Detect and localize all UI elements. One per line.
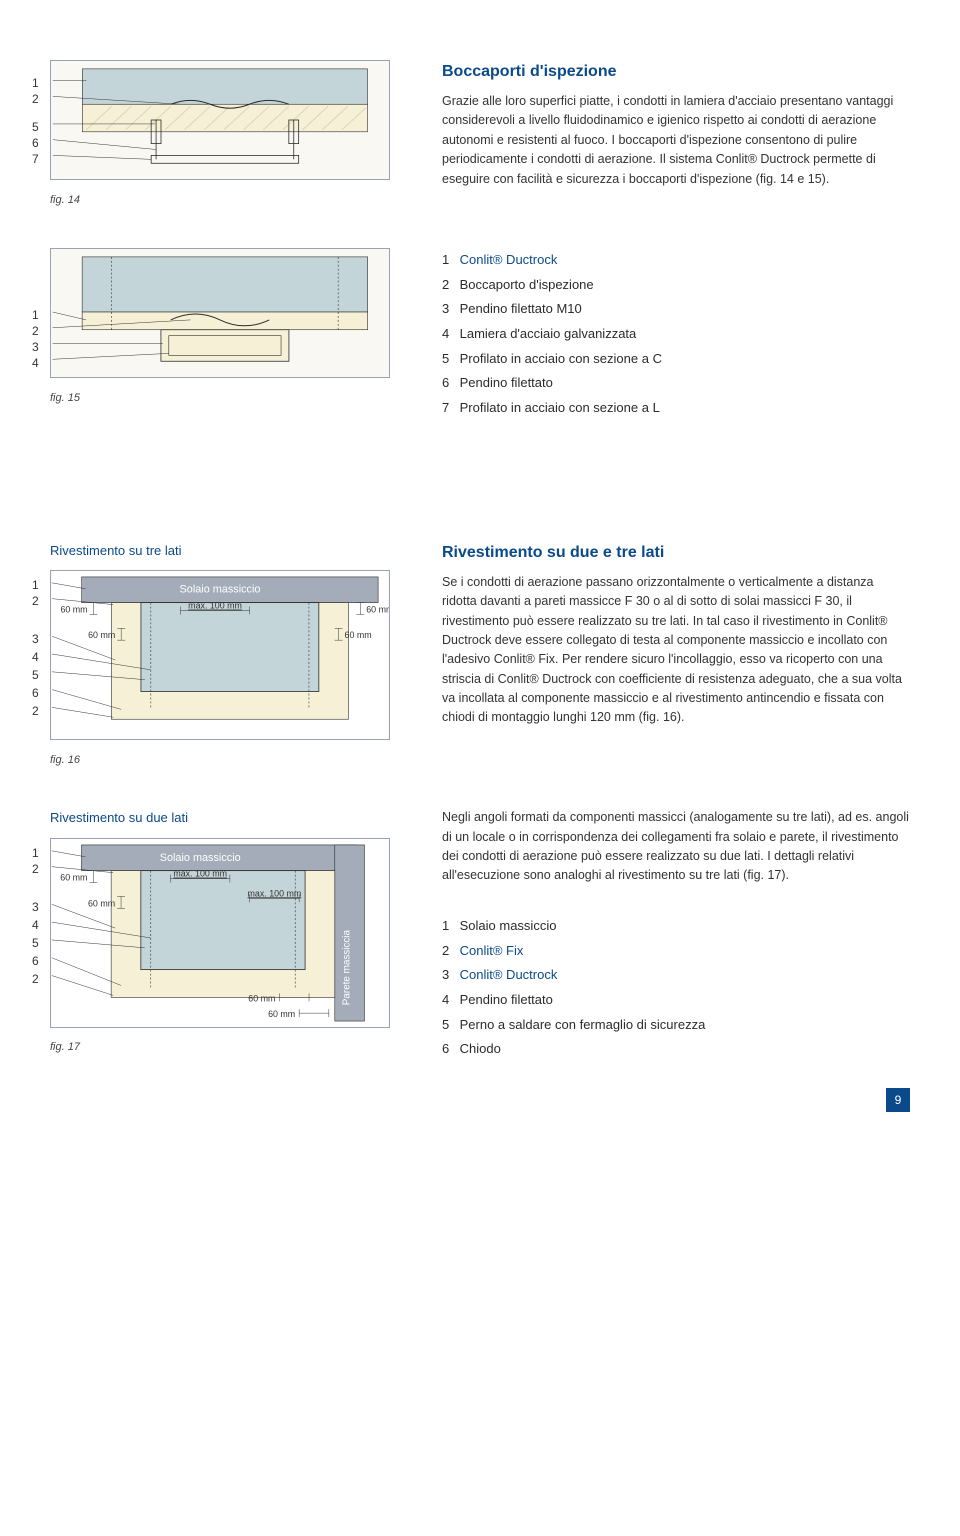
fig17-svg: Solaio massiccio Parete massiccia 60 mm (50, 838, 390, 1028)
fig15-svg (50, 248, 390, 378)
dim60-l2: 60 mm (88, 631, 115, 641)
slab-label-17: Solaio massiccio (160, 852, 241, 864)
d60-2: 60 mm (88, 898, 115, 908)
section1-title: Boccaporti d'ispezione (442, 60, 910, 84)
dim60-r: 60 mm (366, 605, 390, 615)
section2-legend: 1 Solaio massiccio2 Conlit® Fix3 Conlit®… (442, 914, 910, 1062)
fig15-caption: fig. 15 (50, 390, 410, 407)
c3: 3 (32, 630, 39, 648)
wall-label: Parete massiccia (342, 929, 353, 1005)
fig16-caption: fig. 16 (50, 752, 410, 769)
d60-3: 60 mm (248, 993, 275, 1003)
section1-text: Boccaporti d'ispezione Grazie alle loro … (442, 60, 910, 189)
c7: 2 (32, 702, 39, 720)
c6: 6 (32, 952, 39, 970)
c5: 5 (32, 934, 39, 952)
section1-body: Grazie alle loro superfici piatte, i con… (442, 92, 910, 189)
fig14-svg (50, 60, 390, 180)
section2-title: Rivestimento su due e tre lati (442, 541, 910, 565)
section1-legend: 1 Conlit® Ductrock2 Boccaporto d'ispezio… (442, 248, 910, 421)
c6: 6 (32, 684, 39, 702)
legend-item: 1 Conlit® Ductrock (442, 248, 910, 273)
fig17-title: Rivestimento su due lati (50, 808, 410, 828)
section2-text: Rivestimento su due e tre lati Se i cond… (442, 541, 910, 728)
callout-7: 7 (32, 150, 39, 168)
dmax-1: max. 100 mm (173, 868, 227, 878)
dim60-r2: 60 mm (345, 631, 372, 641)
page-number: 9 (886, 1088, 910, 1112)
legend-item: 1 Solaio massiccio (442, 914, 910, 939)
fig17-caption: fig. 17 (50, 1039, 410, 1056)
section2-body1: Se i condotti di aerazione passano orizz… (442, 573, 910, 728)
figure-14-column: 1 2 5 6 7 (50, 60, 410, 208)
legend-item: 5 Profilato in acciaio con sezione a C (442, 347, 910, 372)
fig14-caption: fig. 14 (50, 192, 410, 209)
fig16-title: Rivestimento su tre lati (50, 541, 410, 561)
legend-item: 6 Chiodo (442, 1037, 910, 1062)
legend-item: 5 Perno a saldare con fermaglio di sicur… (442, 1013, 910, 1038)
legend-item: 3 Conlit® Ductrock (442, 963, 910, 988)
dim-max100: max. 100 mm (188, 601, 242, 611)
fig16-svg: Solaio massiccio 60 mm 60 mm max. 100 mm… (50, 570, 390, 740)
c4: 4 (32, 916, 39, 934)
dim60-l: 60 mm (60, 605, 87, 615)
legend-item: 3 Pendino filettato M10 (442, 297, 910, 322)
legend-item: 7 Profilato in acciaio con sezione a L (442, 396, 910, 421)
figure-15-column: 1 2 3 4 (50, 248, 410, 406)
c4: 4 (32, 648, 39, 666)
dmax-2: max. 100 mm (248, 888, 302, 898)
c5: 5 (32, 666, 39, 684)
c3: 3 (32, 898, 39, 916)
legend-item: 4 Pendino filettato (442, 988, 910, 1013)
legend-item: 2 Boccaporto d'ispezione (442, 273, 910, 298)
callout-2: 2 (32, 90, 39, 108)
callout-4: 4 (32, 354, 39, 372)
c2: 2 (32, 592, 39, 610)
section2-right: Negli angoli formati da componenti massi… (442, 808, 910, 1062)
legend-item: 2 Conlit® Fix (442, 939, 910, 964)
figure-16-column: Rivestimento su tre lati 1 2 3 4 5 6 2 S… (50, 541, 410, 769)
d60-1: 60 mm (60, 872, 87, 882)
figure-17-column: Rivestimento su due lati 1 2 3 4 5 6 2 S… (50, 808, 410, 1056)
legend-item: 6 Pendino filettato (442, 371, 910, 396)
legend-item: 4 Lamiera d'acciaio galvanizzata (442, 322, 910, 347)
d60-4: 60 mm (268, 1009, 295, 1019)
c7: 2 (32, 970, 39, 988)
slab-label: Solaio massiccio (180, 584, 261, 596)
c2: 2 (32, 860, 39, 878)
section2-body2: Negli angoli formati da componenti massi… (442, 808, 910, 886)
